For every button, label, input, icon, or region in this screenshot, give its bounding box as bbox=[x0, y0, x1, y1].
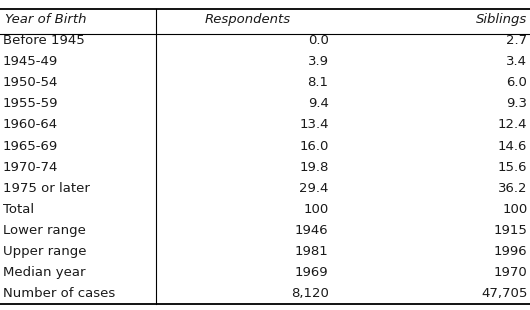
Text: Upper range: Upper range bbox=[3, 245, 86, 258]
Text: 3.9: 3.9 bbox=[307, 55, 329, 69]
Text: 1981: 1981 bbox=[295, 245, 329, 258]
Text: 100: 100 bbox=[502, 203, 527, 216]
Text: 16.0: 16.0 bbox=[299, 140, 329, 153]
Text: 1950-54: 1950-54 bbox=[3, 77, 58, 89]
Text: 8,120: 8,120 bbox=[291, 287, 329, 300]
Text: 47,705: 47,705 bbox=[481, 287, 527, 300]
Text: 1996: 1996 bbox=[494, 245, 527, 258]
Text: Before 1945: Before 1945 bbox=[3, 34, 84, 47]
Text: 29.4: 29.4 bbox=[299, 182, 329, 195]
Text: 1946: 1946 bbox=[295, 224, 329, 237]
Text: 9.3: 9.3 bbox=[506, 97, 527, 110]
Text: 15.6: 15.6 bbox=[498, 161, 527, 174]
Text: 1970-74: 1970-74 bbox=[3, 161, 58, 174]
Text: Siblings: Siblings bbox=[476, 13, 527, 26]
Text: 1960-64: 1960-64 bbox=[3, 118, 58, 131]
Text: 1969: 1969 bbox=[295, 266, 329, 279]
Text: 100: 100 bbox=[303, 203, 329, 216]
Text: 1975 or later: 1975 or later bbox=[3, 182, 90, 195]
Text: Lower range: Lower range bbox=[3, 224, 85, 237]
Text: 1955-59: 1955-59 bbox=[3, 97, 58, 110]
Text: 9.4: 9.4 bbox=[308, 97, 329, 110]
Text: 1965-69: 1965-69 bbox=[3, 140, 58, 153]
Text: Year of Birth: Year of Birth bbox=[5, 13, 87, 26]
Text: Median year: Median year bbox=[3, 266, 85, 279]
Text: 13.4: 13.4 bbox=[299, 118, 329, 131]
Text: 0.0: 0.0 bbox=[308, 34, 329, 47]
Text: 36.2: 36.2 bbox=[498, 182, 527, 195]
Text: 8.1: 8.1 bbox=[307, 77, 329, 89]
Text: 6.0: 6.0 bbox=[507, 77, 527, 89]
Text: Respondents: Respondents bbox=[205, 13, 291, 26]
Text: 3.4: 3.4 bbox=[506, 55, 527, 69]
Text: 1970: 1970 bbox=[493, 266, 527, 279]
Text: 12.4: 12.4 bbox=[498, 118, 527, 131]
Text: 2.7: 2.7 bbox=[506, 34, 527, 47]
Text: 1915: 1915 bbox=[493, 224, 527, 237]
Text: 19.8: 19.8 bbox=[299, 161, 329, 174]
Text: 14.6: 14.6 bbox=[498, 140, 527, 153]
Text: 1945-49: 1945-49 bbox=[3, 55, 58, 69]
Text: Number of cases: Number of cases bbox=[3, 287, 115, 300]
Text: Total: Total bbox=[3, 203, 34, 216]
